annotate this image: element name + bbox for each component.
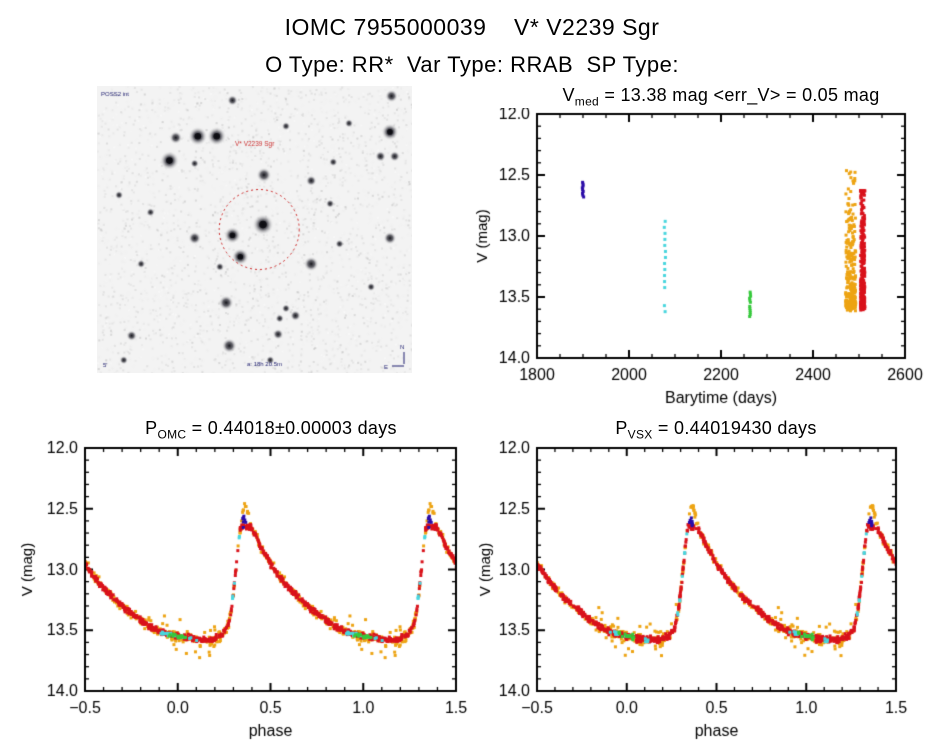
omc-phase-folded-plot bbox=[20, 440, 470, 747]
title-subscript: OMC bbox=[157, 427, 187, 442]
title-symbol: P bbox=[615, 418, 628, 438]
title-symbol: V bbox=[562, 85, 575, 105]
title-subscript: VSX bbox=[627, 427, 653, 442]
title-subscript: med bbox=[574, 94, 600, 109]
title-text: = 0.44018±0.00003 days bbox=[186, 418, 397, 438]
barytime-plot-title: Vmed = 13.38 mag <err_V> = 0.05 mag bbox=[562, 85, 879, 109]
page-title: IOMC 7955000039 V* V2239 Sgr bbox=[284, 14, 660, 40]
title-text: = 0.44019430 days bbox=[652, 418, 817, 438]
page-subtitle: O Type: RR* Var Type: RRAB SP Type: bbox=[265, 52, 679, 77]
barytime-lightcurve-plot bbox=[470, 108, 944, 410]
title-text: = 13.38 mag <err_V> = 0.05 mag bbox=[599, 85, 880, 105]
omc-phase-plot-title: POMC = 0.44018±0.00003 days bbox=[145, 418, 397, 442]
vsx-phase-folded-plot bbox=[470, 440, 944, 747]
title-symbol: P bbox=[145, 418, 158, 438]
finding-chart-image bbox=[97, 86, 412, 373]
vsx-phase-plot-title: PVSX = 0.44019430 days bbox=[615, 418, 816, 442]
